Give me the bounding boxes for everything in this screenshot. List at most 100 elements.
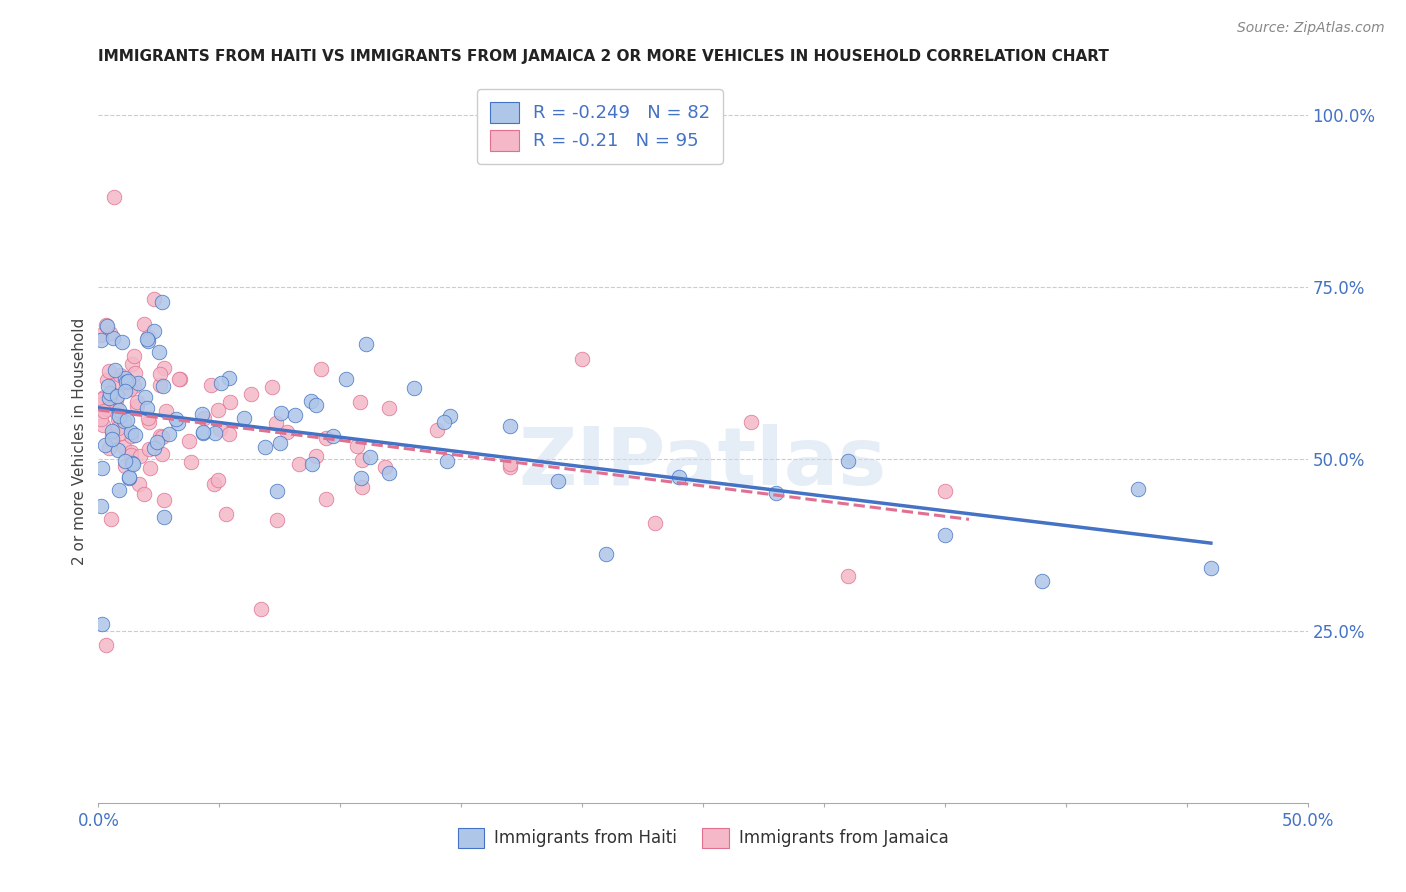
Point [309,361,332,376]
Point [153,492,176,507]
Point [374,460,396,475]
Point [359,450,381,464]
Point [114,459,136,474]
Point [118,471,141,485]
Point [135,332,157,346]
Point [104,363,127,377]
Point [498,419,520,434]
Point [352,480,374,494]
Point [124,349,146,363]
Point [350,452,373,467]
Point [264,416,287,430]
Point [90,499,112,513]
Point [179,434,201,448]
Point [269,435,291,450]
Point [100,429,122,443]
Point [124,367,146,381]
Point [200,377,222,392]
Point [740,415,762,429]
Point [436,454,458,468]
Point [107,483,129,497]
Point [104,401,127,415]
Point [120,428,142,442]
Point [232,411,254,425]
Point [124,379,146,393]
Point [120,448,142,462]
Point [837,569,859,583]
Point [150,295,173,310]
Point [1128,483,1150,497]
Point [108,425,131,440]
Point [837,454,859,468]
Point [354,337,377,351]
Point [93,438,115,452]
Point [153,510,176,524]
Point [127,376,149,391]
Point [305,449,328,463]
Point [346,439,368,453]
Point [149,429,172,443]
Point [136,330,159,344]
Point [112,440,135,454]
Point [125,399,148,413]
Point [134,391,156,405]
Point [90,461,112,475]
Point [149,378,172,392]
Point [138,415,160,429]
Point [103,190,125,204]
Point [377,401,399,415]
Point [105,389,128,403]
Point [97,364,120,378]
Text: Source: ZipAtlas.com: Source: ZipAtlas.com [1237,21,1385,36]
Point [262,380,284,394]
Point [934,483,956,498]
Point [218,371,240,385]
Point [402,381,425,395]
Point [96,319,118,334]
Point [90,397,112,411]
Point [1031,574,1053,588]
Point [153,360,176,375]
Point [250,602,273,616]
Point [439,409,461,423]
Point [120,425,142,439]
Point [108,403,131,417]
Point [377,466,399,480]
Point [433,415,456,429]
Point [124,427,146,442]
Point [129,449,152,463]
Point [270,406,292,420]
Point [288,457,311,471]
Point [207,473,229,487]
Point [112,414,135,428]
Point [127,395,149,409]
Point [97,379,120,393]
Y-axis label: 2 or more Vehicles in Household: 2 or more Vehicles in Household [72,318,87,566]
Point [101,433,124,447]
Point [114,384,136,398]
Point [191,425,214,439]
Point [90,333,112,347]
Point [114,453,136,467]
Point [146,435,169,450]
Point [91,417,114,432]
Point [668,470,690,484]
Point [97,391,120,405]
Point [100,512,122,526]
Point [120,445,142,459]
Point [110,413,132,427]
Point [139,460,162,475]
Point [91,392,114,407]
Point [107,443,129,458]
Point [155,404,177,418]
Point [121,358,143,372]
Point [301,457,323,471]
Point [142,441,165,455]
Point [143,292,166,306]
Point [143,324,166,338]
Point [322,429,344,443]
Point [136,334,159,348]
Point [315,491,337,506]
Point [114,371,136,385]
Point [350,471,373,485]
